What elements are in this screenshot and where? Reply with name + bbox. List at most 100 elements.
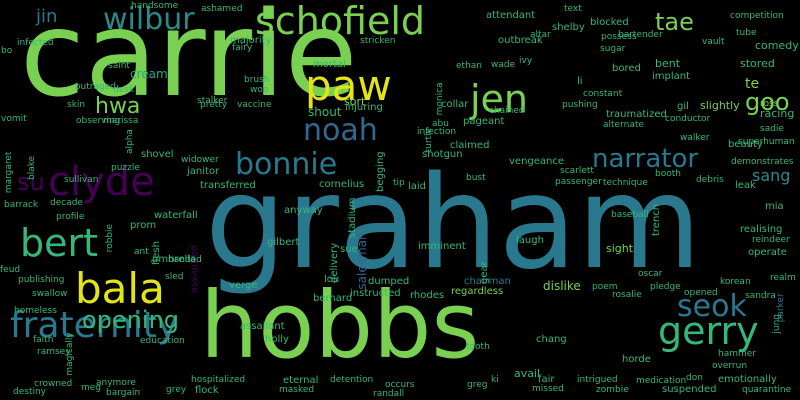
word: handsome — [131, 1, 179, 11]
word: operate — [748, 247, 787, 258]
word: chained — [489, 106, 525, 116]
word: outraged — [75, 82, 116, 92]
word: eternal — [283, 375, 319, 386]
word: blake — [27, 155, 37, 180]
word: transferred — [200, 180, 256, 191]
word: sang — [752, 166, 791, 185]
word: suspended — [662, 384, 717, 395]
word: lou — [324, 274, 340, 285]
word: janitor — [187, 166, 220, 177]
word: jin — [36, 6, 58, 27]
word: crowned — [34, 379, 73, 389]
word: feud — [0, 265, 21, 275]
word: blocked — [590, 17, 629, 28]
word: ethan — [456, 61, 482, 71]
word: alternate — [603, 120, 644, 130]
word: outbreak — [498, 35, 543, 46]
word: publishing — [18, 275, 65, 285]
word: li — [577, 76, 583, 87]
word: sadie — [760, 124, 784, 134]
word: gil — [677, 101, 689, 112]
word: barrack — [4, 200, 39, 210]
word: constant — [583, 89, 623, 99]
word: traumatized — [606, 109, 667, 120]
word: gilbert — [267, 237, 300, 248]
word: noah — [303, 113, 378, 148]
word: medication — [636, 376, 687, 386]
word: sandra — [745, 291, 776, 301]
word: puzzle — [111, 163, 140, 173]
word: flock — [195, 385, 219, 396]
word: ivy — [519, 56, 533, 66]
word: beauty — [728, 139, 763, 150]
word: wilbur — [103, 2, 195, 37]
word: comedy — [755, 39, 799, 52]
word: observing — [76, 116, 121, 126]
word: hospitalized — [191, 375, 246, 385]
word: sight — [606, 242, 634, 255]
word: gerry — [658, 309, 759, 353]
word: sugar — [600, 44, 626, 54]
word: hammer — [718, 349, 756, 359]
word: oscar — [638, 269, 663, 279]
word: bala — [75, 264, 165, 313]
word: homeless — [14, 306, 57, 316]
word: quarantine — [742, 385, 792, 395]
word: fairy — [232, 43, 253, 53]
word: reindeer — [752, 235, 790, 245]
word: stadium — [347, 197, 358, 238]
word: bert — [20, 221, 99, 265]
word: chairman — [464, 276, 511, 287]
word: woo — [250, 85, 269, 95]
word: stored — [740, 57, 775, 70]
word: booth — [655, 169, 681, 179]
word: rosalie — [612, 290, 642, 300]
word: jen — [470, 77, 529, 121]
word: bo — [1, 46, 13, 56]
word: bonnie — [235, 147, 338, 182]
word: handed — [168, 255, 202, 265]
word: pageant — [463, 116, 505, 127]
word: ashamed — [201, 4, 243, 14]
word: sort — [344, 95, 366, 108]
word: overrun — [712, 361, 748, 371]
word: cornelius — [319, 179, 365, 190]
word: skin — [67, 100, 86, 110]
word: avail — [514, 367, 541, 380]
word: debris — [696, 175, 724, 185]
word: ross — [760, 99, 779, 109]
word: carrie — [20, 0, 358, 123]
word: salesman — [355, 232, 369, 290]
word: tube — [736, 28, 757, 38]
word: swallow — [32, 289, 68, 299]
word: technique — [603, 178, 648, 188]
word: passenger — [555, 177, 602, 187]
word: marissa — [103, 116, 139, 126]
word: opening — [82, 306, 180, 334]
word: clyde — [48, 159, 155, 205]
word: profile — [56, 212, 85, 222]
word: occurs — [385, 380, 415, 390]
word: bargain — [106, 388, 141, 398]
word: monica — [435, 82, 445, 116]
word: brush — [244, 75, 270, 85]
word: instructed — [350, 288, 401, 299]
word: ki — [491, 375, 499, 385]
word: horde — [622, 354, 651, 365]
word: dumped — [368, 276, 410, 287]
word: tip — [393, 178, 405, 188]
word: hobbs — [200, 272, 480, 379]
word: infection — [417, 127, 457, 137]
word: wade — [491, 60, 516, 70]
word: masked — [279, 385, 315, 395]
word: seok — [677, 289, 747, 324]
word: text — [564, 4, 582, 14]
word: trench — [651, 203, 662, 236]
word: realm — [770, 273, 796, 283]
word: assailant — [240, 321, 285, 332]
word: racing — [760, 107, 795, 120]
word: cream — [130, 67, 168, 81]
word: anyway — [284, 205, 323, 216]
word: conductor — [665, 114, 711, 124]
